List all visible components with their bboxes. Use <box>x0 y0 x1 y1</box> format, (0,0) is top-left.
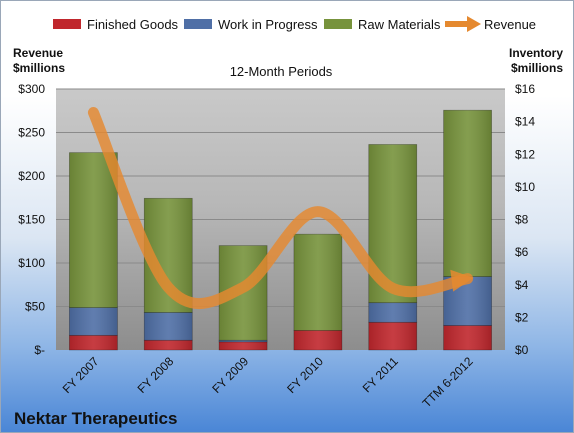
legend-label-work-in-progress: Work in Progress <box>218 17 318 32</box>
x-tick-label-1: FY 2008 <box>135 354 177 396</box>
legend-label-revenue: Revenue <box>484 17 536 32</box>
bar-shade-0-1 <box>144 340 193 350</box>
legend-label-raw-materials: Raw Materials <box>358 17 441 32</box>
right-tick-label-1: $2 <box>515 310 529 324</box>
x-tick-label-3: FY 2010 <box>284 354 326 396</box>
revenue-arrowhead <box>450 269 474 292</box>
bar-shade-0-5 <box>443 325 492 350</box>
left-axis-title-line1: Revenue <box>13 46 63 60</box>
bar-shade-1-4 <box>368 302 417 323</box>
right-tick-label-4: $8 <box>515 213 529 227</box>
x-tick-label-0: FY 2007 <box>60 354 102 396</box>
company-name: Nektar Therapeutics <box>14 409 177 428</box>
bar-shade-0-0 <box>69 335 118 350</box>
legend-swatch-raw-materials <box>324 19 352 29</box>
bar-shade-0-2 <box>219 341 268 350</box>
bar-shade-0-4 <box>368 322 417 350</box>
left-tick-label-4: $200 <box>18 169 45 183</box>
left-axis-title-line2: $millions <box>13 61 65 75</box>
right-tick-label-8: $16 <box>515 82 535 96</box>
left-tick-label-0: $- <box>34 343 45 357</box>
legend-swatch-finished-goods <box>53 19 81 29</box>
right-tick-label-0: $0 <box>515 343 529 357</box>
bar-shade-1-2 <box>219 340 268 342</box>
left-axis-ticks: $- $50 $100 $150 $200 $250 $300 <box>18 82 45 357</box>
x-tick-label-2: FY 2009 <box>209 354 251 396</box>
right-tick-label-5: $10 <box>515 180 535 194</box>
bars <box>69 109 492 351</box>
right-axis-title-line2: $millions <box>511 61 563 75</box>
bar-shade-1-1 <box>144 312 193 341</box>
x-axis-ticks: FY 2007 FY 2008 FY 2009 FY 2010 FY 2011 TTM 6… <box>60 354 476 410</box>
right-tick-label-7: $14 <box>515 115 535 129</box>
right-tick-label-6: $12 <box>515 147 535 161</box>
legend-swatch-work-in-progress <box>184 19 212 29</box>
legend-arrow-revenue <box>467 16 481 32</box>
left-tick-label-3: $150 <box>18 213 45 227</box>
left-tick-label-2: $100 <box>18 256 45 270</box>
right-tick-label-2: $4 <box>515 278 529 292</box>
bar-shade-1-0 <box>69 307 118 336</box>
left-tick-label-1: $50 <box>25 300 45 314</box>
bar-shade-2-5 <box>443 110 492 277</box>
legend-label-finished-goods: Finished Goods <box>87 17 179 32</box>
revenue-line-layer <box>87 106 474 310</box>
bar-shade-0-3 <box>293 330 342 350</box>
x-tick-label-4: FY 2011 <box>360 354 401 395</box>
x-tick-label-5: TTM 6-2012 <box>420 354 476 410</box>
left-tick-label-5: $250 <box>18 126 45 140</box>
chart-title: 12-Month Periods <box>230 64 333 79</box>
bar-shade-2-0 <box>69 152 118 308</box>
right-tick-label-3: $6 <box>515 245 529 259</box>
right-axis-title-line1: Inventory <box>509 46 563 60</box>
legend: Finished Goods Work in Progress Raw Mate… <box>53 16 536 32</box>
revenue-line <box>87 106 474 310</box>
bar-shade-2-3 <box>293 234 342 331</box>
left-tick-label-6: $300 <box>18 82 45 96</box>
right-axis-ticks: $0 $2 $4 $6 $8 $10 $12 $14 $16 <box>515 82 535 357</box>
